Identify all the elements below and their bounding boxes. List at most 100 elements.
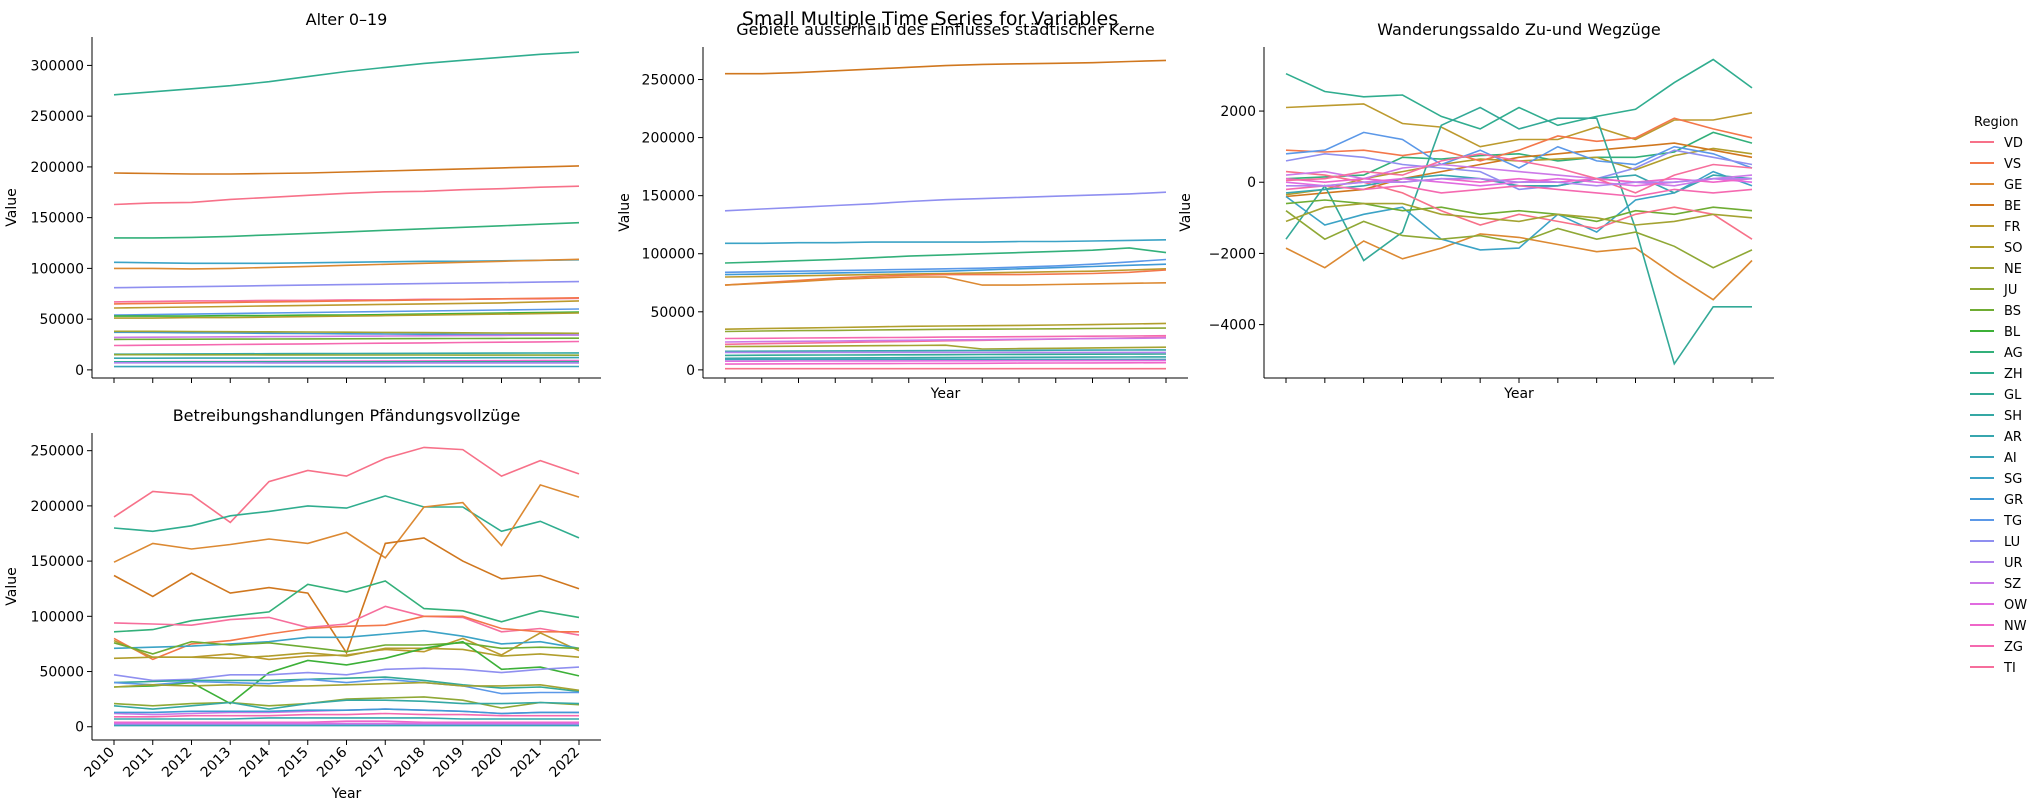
series-line-nw	[724, 361, 1167, 365]
series-line-gr	[114, 708, 579, 715]
series-line-so	[113, 647, 580, 660]
legend-label: FR	[2004, 220, 2021, 235]
series-line-bs	[113, 640, 580, 655]
series-line-be	[113, 165, 580, 175]
panel-title: Alter 0–19	[306, 10, 388, 29]
series-line-sg	[113, 629, 580, 650]
y-tick-label: 50000	[39, 312, 84, 328]
series-line-ju	[114, 353, 580, 357]
legend-item-vs: VS	[1970, 157, 2021, 172]
legend-title: Region	[1974, 115, 2019, 130]
y-axis-label: Value	[1178, 193, 1194, 231]
series-line-ur	[1286, 177, 1752, 187]
legend-label: BS	[2004, 304, 2021, 319]
legend-label: ZH	[2004, 367, 2023, 382]
series-line-ag	[114, 221, 580, 239]
legend-label: OW	[2004, 598, 2027, 613]
y-tick-label: 200000	[31, 499, 84, 515]
series-line-bs	[1285, 199, 1753, 223]
legend-label: ZG	[2004, 640, 2023, 655]
legend-item-bl: BL	[1970, 325, 2021, 340]
series-line-zg	[113, 340, 580, 347]
series-line-vs	[113, 615, 579, 661]
series-line-ne	[1285, 202, 1753, 226]
figure-title: Small Multiple Time Series for Variables	[742, 8, 1118, 30]
series-line-ti	[1285, 152, 1753, 194]
legend-item-sh: SH	[1970, 409, 2022, 424]
series-line-fr	[113, 300, 580, 309]
legend-item-zg: ZG	[1970, 640, 2023, 655]
series-line-ne	[724, 344, 1167, 350]
series-line-gr	[724, 263, 1167, 276]
y-tick-label: 0	[75, 363, 84, 379]
series-line-ag	[724, 247, 1167, 264]
legend-label: BL	[2004, 325, 2021, 340]
x-tick-label: 2011	[120, 744, 157, 781]
legend-item-tg: TG	[1970, 514, 2022, 529]
legend-item-sz: SZ	[1970, 577, 2021, 592]
legend-label: VD	[2004, 136, 2023, 151]
legend: Region VD VS GE BE FR SO NE JU BS BL AG ZH GL SH AR AI S…	[1970, 115, 2027, 676]
y-tick-label: 0	[1247, 175, 1256, 191]
x-axis-label: Year	[1503, 386, 1534, 402]
series-line-ag	[1285, 131, 1753, 180]
series-line-ju	[1285, 210, 1753, 269]
series-line-zh	[1285, 58, 1753, 130]
series-line-sg	[725, 239, 1167, 245]
series-line-bs	[113, 337, 580, 341]
legend-item-be: BE	[1970, 199, 2021, 214]
legend-item-lu: LU	[1970, 535, 2020, 550]
series-line-tg	[113, 308, 580, 316]
series-line-nw	[1285, 177, 1753, 184]
series-line-bl	[113, 640, 580, 705]
series-line-ge	[1285, 233, 1753, 301]
x-tick-label: 2010	[81, 744, 118, 781]
legend-label: VS	[2004, 157, 2021, 172]
series-line-nw	[114, 720, 579, 724]
series-line-ow	[725, 359, 1167, 363]
series-line-sz	[724, 337, 1167, 343]
panel-title: Betreibungshandlungen Pfändungsvollzüge	[173, 406, 521, 425]
x-tick-label: 2020	[469, 744, 506, 781]
y-tick-label: 150000	[31, 554, 84, 570]
legend-item-ne: NE	[1970, 262, 2022, 277]
y-tick-label: 150000	[642, 189, 695, 205]
y-tick-label: 50000	[650, 305, 695, 321]
legend-item-ju: JU	[1970, 283, 2017, 298]
series-line-sh	[724, 356, 1167, 360]
x-tick-label: 2014	[236, 744, 273, 781]
series-line-ar	[724, 349, 1167, 353]
y-tick-label: 100000	[31, 261, 84, 277]
y-axis-label: Value	[4, 567, 20, 605]
legend-label: NW	[2004, 619, 2027, 634]
series-line-lu	[113, 666, 580, 682]
legend-item-bs: BS	[1970, 304, 2021, 319]
series-line-ag	[113, 580, 580, 633]
panel-betreibungshandlungen: Betreibungshandlungen Pfändungsvollzüge 0…	[4, 406, 601, 802]
legend-item-vd: VD	[1970, 136, 2023, 151]
y-tick-label: −4000	[1209, 318, 1256, 334]
series-line-be	[113, 537, 580, 655]
legend-item-ag: AG	[1970, 346, 2023, 361]
x-tick-label: 2016	[314, 744, 351, 781]
legend-item-ar: AR	[1970, 430, 2022, 445]
series-line-fr	[724, 268, 1167, 278]
series-line-zg	[724, 334, 1167, 340]
x-tick-label: 2019	[430, 744, 467, 781]
series-line-lu	[724, 191, 1167, 212]
series-line-lu	[1285, 149, 1753, 191]
legend-item-ti: TI	[1970, 661, 2016, 676]
y-tick-label: 200000	[31, 160, 84, 176]
legend-label: AR	[2004, 430, 2022, 445]
legend-label: TG	[2003, 514, 2022, 529]
series-line-gl	[113, 676, 580, 693]
panel-alter-0-19: Alter 0–19 0 50000 100000 150000 200000 250000…	[4, 10, 601, 383]
legend-label: GR	[2004, 493, 2023, 508]
series-line-bl	[114, 311, 580, 317]
legend-item-ge: GE	[1970, 178, 2022, 193]
y-axis-label: Value	[4, 188, 20, 226]
series-line-sh	[113, 699, 580, 710]
legend-label: UR	[2004, 556, 2023, 571]
y-axis-label: Value	[617, 193, 633, 231]
x-tick-label: 2015	[275, 744, 312, 781]
